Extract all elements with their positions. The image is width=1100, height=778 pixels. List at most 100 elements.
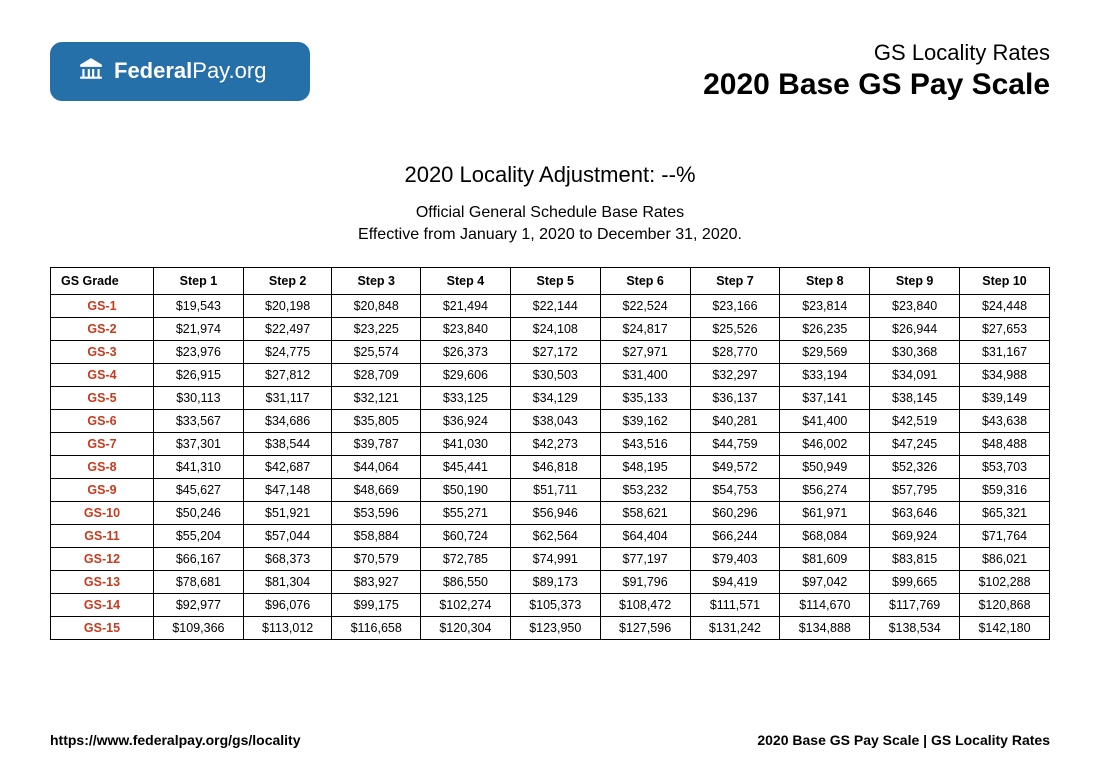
table-row: GS-3$23,976$24,775$25,574$26,373$27,172$… [51, 340, 1050, 363]
value-cell: $55,271 [421, 501, 511, 524]
value-cell: $69,924 [870, 524, 960, 547]
value-cell: $33,567 [154, 409, 244, 432]
pay-scale-table: GS GradeStep 1Step 2Step 3Step 4Step 5St… [50, 267, 1050, 640]
value-cell: $22,144 [510, 294, 600, 317]
value-cell: $30,113 [154, 386, 244, 409]
value-cell: $29,606 [421, 363, 511, 386]
value-cell: $56,274 [780, 478, 870, 501]
value-cell: $32,121 [332, 386, 421, 409]
grade-cell: GS-11 [51, 524, 154, 547]
value-cell: $38,043 [510, 409, 600, 432]
value-cell: $63,646 [870, 501, 960, 524]
value-cell: $89,173 [510, 570, 600, 593]
value-cell: $53,596 [332, 501, 421, 524]
value-cell: $56,946 [510, 501, 600, 524]
value-cell: $94,419 [690, 570, 780, 593]
value-cell: $61,971 [780, 501, 870, 524]
value-cell: $81,609 [780, 547, 870, 570]
grade-cell: GS-15 [51, 616, 154, 639]
value-cell: $31,167 [960, 340, 1050, 363]
table-row: GS-8$41,310$42,687$44,064$45,441$46,818$… [51, 455, 1050, 478]
value-cell: $23,814 [780, 294, 870, 317]
value-cell: $50,246 [154, 501, 244, 524]
adjustment-line: 2020 Locality Adjustment: --% [0, 162, 1100, 188]
table-row: GS-1$19,543$20,198$20,848$21,494$22,144$… [51, 294, 1050, 317]
value-cell: $47,245 [870, 432, 960, 455]
grade-cell: GS-4 [51, 363, 154, 386]
table-row: GS-4$26,915$27,812$28,709$29,606$30,503$… [51, 363, 1050, 386]
grade-cell: GS-5 [51, 386, 154, 409]
value-cell: $29,569 [780, 340, 870, 363]
grade-cell: GS-3 [51, 340, 154, 363]
value-cell: $32,297 [690, 363, 780, 386]
value-cell: $49,572 [690, 455, 780, 478]
value-cell: $22,524 [600, 294, 690, 317]
value-cell: $77,197 [600, 547, 690, 570]
value-cell: $27,172 [510, 340, 600, 363]
footer-url: https://www.federalpay.org/gs/locality [50, 732, 301, 748]
value-cell: $70,579 [332, 547, 421, 570]
value-cell: $48,195 [600, 455, 690, 478]
header-title: 2020 Base GS Pay Scale [703, 68, 1050, 102]
value-cell: $20,848 [332, 294, 421, 317]
value-cell: $23,840 [421, 317, 511, 340]
table-row: GS-12$66,167$68,373$70,579$72,785$74,991… [51, 547, 1050, 570]
value-cell: $54,753 [690, 478, 780, 501]
table-row: GS-10$50,246$51,921$53,596$55,271$56,946… [51, 501, 1050, 524]
value-cell: $53,703 [960, 455, 1050, 478]
value-cell: $57,795 [870, 478, 960, 501]
building-icon [78, 56, 104, 87]
value-cell: $113,012 [243, 616, 332, 639]
logo-badge: FederalPay.org [50, 42, 310, 101]
value-cell: $44,759 [690, 432, 780, 455]
value-cell: $65,321 [960, 501, 1050, 524]
value-cell: $50,949 [780, 455, 870, 478]
logo-text: FederalPay.org [114, 58, 266, 84]
value-cell: $120,304 [421, 616, 511, 639]
value-cell: $28,709 [332, 363, 421, 386]
value-cell: $138,534 [870, 616, 960, 639]
value-cell: $60,296 [690, 501, 780, 524]
value-cell: $102,274 [421, 593, 511, 616]
value-cell: $39,149 [960, 386, 1050, 409]
column-header: Step 6 [600, 267, 690, 294]
value-cell: $37,301 [154, 432, 244, 455]
value-cell: $58,621 [600, 501, 690, 524]
value-cell: $105,373 [510, 593, 600, 616]
value-cell: $60,724 [421, 524, 511, 547]
value-cell: $68,084 [780, 524, 870, 547]
value-cell: $38,145 [870, 386, 960, 409]
value-cell: $36,924 [421, 409, 511, 432]
value-cell: $47,148 [243, 478, 332, 501]
grade-cell: GS-10 [51, 501, 154, 524]
value-cell: $24,448 [960, 294, 1050, 317]
column-header: Step 9 [870, 267, 960, 294]
column-header: Step 1 [154, 267, 244, 294]
value-cell: $33,194 [780, 363, 870, 386]
table-row: GS-5$30,113$31,117$32,121$33,125$34,129$… [51, 386, 1050, 409]
value-cell: $86,550 [421, 570, 511, 593]
description-line-2: Effective from January 1, 2020 to Decemb… [0, 224, 1100, 246]
value-cell: $20,198 [243, 294, 332, 317]
value-cell: $50,190 [421, 478, 511, 501]
value-cell: $37,141 [780, 386, 870, 409]
value-cell: $27,812 [243, 363, 332, 386]
value-cell: $46,002 [780, 432, 870, 455]
value-cell: $74,991 [510, 547, 600, 570]
value-cell: $53,232 [600, 478, 690, 501]
value-cell: $114,670 [780, 593, 870, 616]
value-cell: $31,117 [243, 386, 332, 409]
value-cell: $117,769 [870, 593, 960, 616]
column-header: Step 4 [421, 267, 511, 294]
value-cell: $27,971 [600, 340, 690, 363]
value-cell: $92,977 [154, 593, 244, 616]
value-cell: $26,235 [780, 317, 870, 340]
value-cell: $102,288 [960, 570, 1050, 593]
value-cell: $142,180 [960, 616, 1050, 639]
grade-cell: GS-1 [51, 294, 154, 317]
value-cell: $34,988 [960, 363, 1050, 386]
value-cell: $21,494 [421, 294, 511, 317]
value-cell: $42,273 [510, 432, 600, 455]
value-cell: $28,770 [690, 340, 780, 363]
value-cell: $68,373 [243, 547, 332, 570]
